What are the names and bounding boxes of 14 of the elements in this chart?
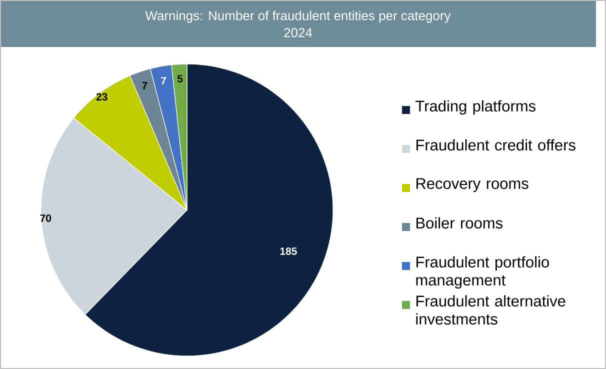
- data-label: 70: [40, 214, 52, 222]
- data-label: 5: [177, 75, 183, 82]
- legend-label: Trading platforms: [416, 100, 536, 115]
- data-label: 185: [280, 248, 297, 255]
- data-label: 7: [161, 77, 166, 84]
- legend-label: Fraudulent credit offers: [416, 139, 576, 151]
- data-label: 7: [142, 82, 148, 90]
- chart-subtitle: 2024: [284, 28, 312, 38]
- chart-title: Warnings: Number of fraudulent entities per category: [145, 10, 451, 23]
- legend-label: Fraudulent alternative investments: [416, 295, 566, 325]
- legend-label: Recovery rooms: [416, 178, 528, 192]
- data-label: 23: [96, 93, 108, 101]
- legend-label: Fraudulent portfolio management: [416, 256, 549, 289]
- legend-label: Boiler rooms: [416, 217, 502, 229]
